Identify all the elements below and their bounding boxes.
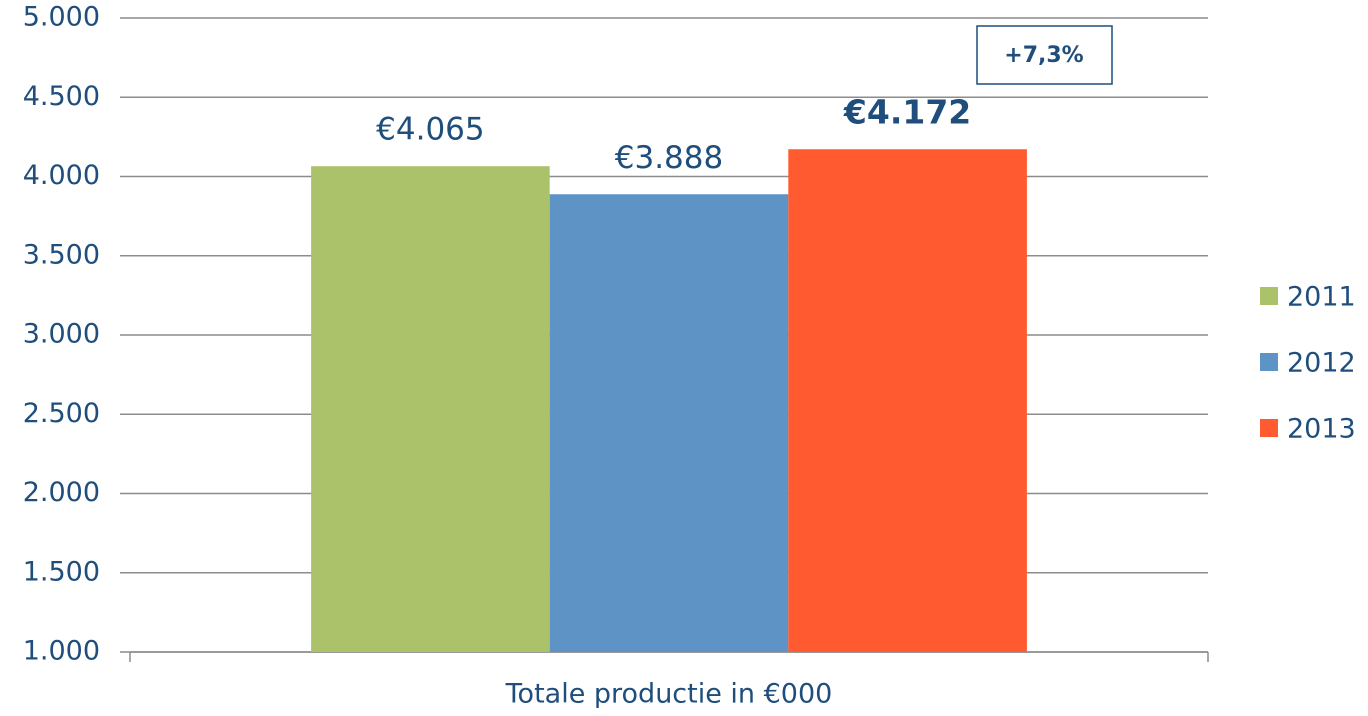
y-tick-label: 5.000 [23,2,100,33]
annotation: +7,3% [1004,43,1083,68]
bar [311,166,550,652]
legend-label: 2011 [1287,282,1356,313]
y-tick-label: 1.500 [23,556,100,587]
legend-swatch [1260,287,1278,305]
value-label: €4.172 [843,93,971,132]
annotation-box [976,25,1113,85]
y-tick-label: 2.000 [23,477,100,508]
bar [549,194,789,652]
y-tick-label: 2.500 [23,398,100,429]
y-tick-label: 4.500 [23,81,100,112]
legend-swatch [1260,353,1278,371]
y-tick-label: 3.500 [23,239,100,270]
y-tick-label: 4.000 [23,160,100,191]
value-label: €4.065 [376,112,484,148]
x-category-label: Totale productie in €000 [505,679,833,710]
y-tick-label: 1.000 [23,636,100,667]
y-tick-label: 3.000 [23,319,100,350]
legend-label: 2013 [1287,414,1356,445]
legend-label: 2012 [1287,348,1356,379]
legend-swatch [1260,419,1278,437]
value-label: €3.888 [615,140,723,176]
bar [788,149,1027,652]
